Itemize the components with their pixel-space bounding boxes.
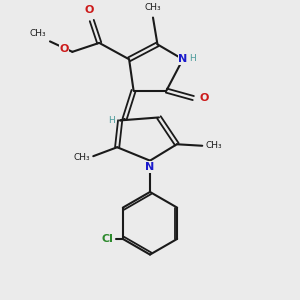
Text: Cl: Cl <box>101 234 113 244</box>
Text: CH₃: CH₃ <box>73 153 90 162</box>
Text: H: H <box>108 116 115 125</box>
Text: CH₃: CH₃ <box>206 141 223 150</box>
Text: O: O <box>199 93 208 103</box>
Text: CH₃: CH₃ <box>145 3 161 12</box>
Text: H: H <box>189 54 196 63</box>
Text: O: O <box>59 44 69 54</box>
Text: N: N <box>146 162 154 172</box>
Text: N: N <box>178 54 188 64</box>
Text: CH₃: CH₃ <box>30 29 46 38</box>
Text: O: O <box>85 5 94 15</box>
